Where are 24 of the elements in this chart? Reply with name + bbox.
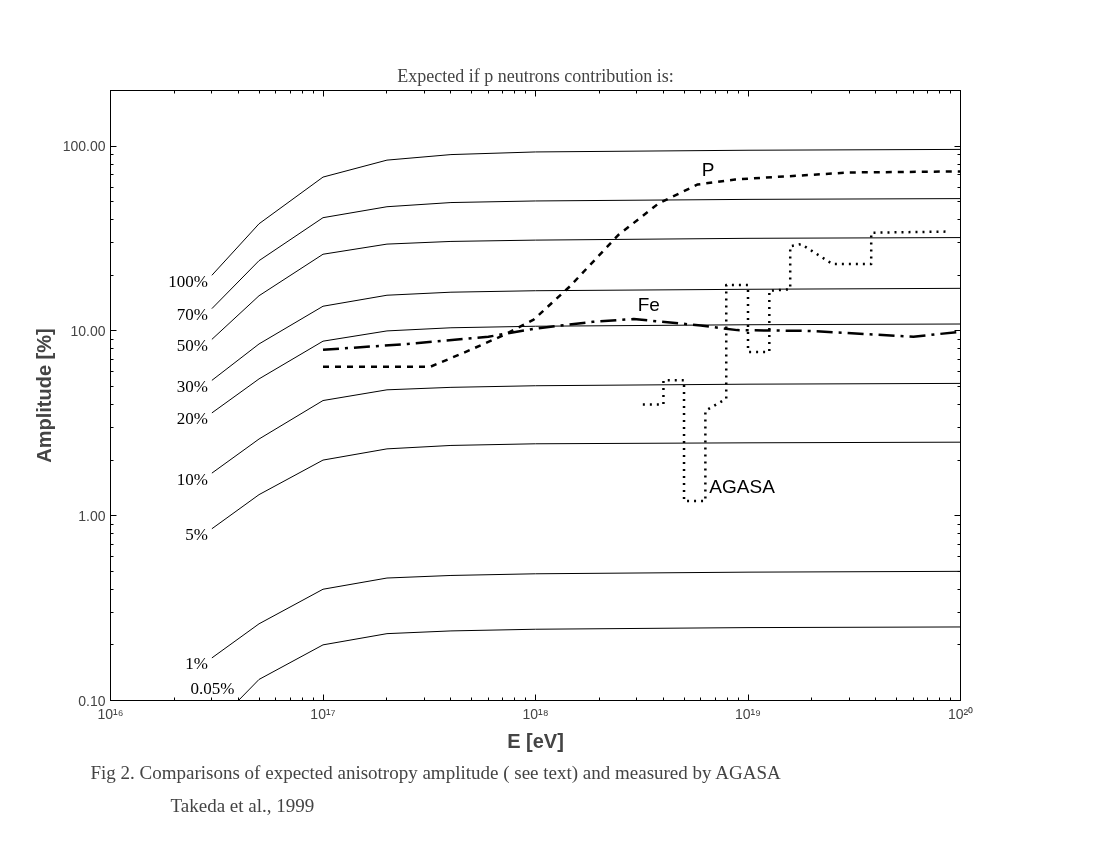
series-label: 30% (176, 376, 208, 396)
y-axis-title: Amplitude [%] (32, 328, 55, 463)
series-label: 50% (176, 335, 208, 355)
series-label: 20% (176, 409, 208, 429)
series-label: 100% (168, 271, 208, 291)
x-tick-label: 10¹⁹ (734, 705, 762, 722)
annotation: Fe (637, 294, 660, 316)
y-tick-label: 1.00 (78, 507, 106, 524)
annotation: AGASA (709, 476, 776, 498)
x-axis-title: E [eV] (507, 729, 564, 752)
series-label: 70% (176, 305, 208, 325)
annotation: P (701, 159, 715, 181)
series-label: 5% (185, 525, 208, 545)
chart-subtitle: Expected if p neutrons contribution is: (397, 65, 674, 86)
y-tick-label: 100.00 (62, 138, 106, 155)
x-tick-label: 10¹⁷ (310, 705, 336, 722)
x-tick-label: 10¹⁸ (522, 705, 549, 722)
x-tick-label: 10²⁰ (947, 705, 974, 722)
text: Takeda et al., 1999 (170, 794, 315, 816)
series-label: 1% (185, 654, 208, 674)
y-tick-label: 10.00 (70, 322, 106, 339)
series-label: 10% (176, 469, 208, 489)
legend-label: 0.05% (190, 678, 235, 698)
caption: Fig 2. Comparisons of expected anisotropy amplitude ( see text) and measured by AGASA (90, 761, 781, 784)
